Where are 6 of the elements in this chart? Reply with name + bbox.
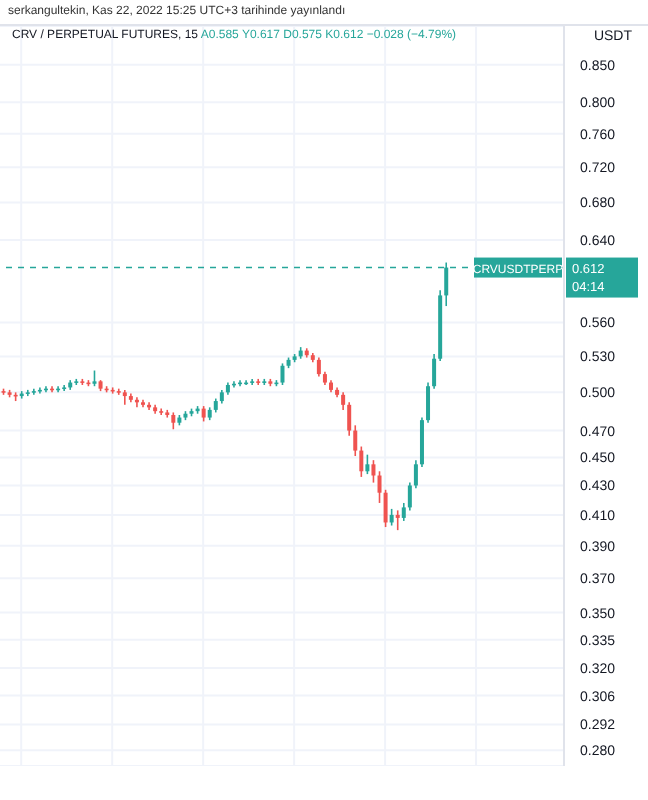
- candlestick: [365, 453, 370, 475]
- candlestick: [371, 459, 376, 484]
- candlestick: [395, 509, 400, 531]
- candlestick: [280, 362, 285, 386]
- candlestick: [122, 389, 127, 406]
- candlestick: [316, 356, 321, 378]
